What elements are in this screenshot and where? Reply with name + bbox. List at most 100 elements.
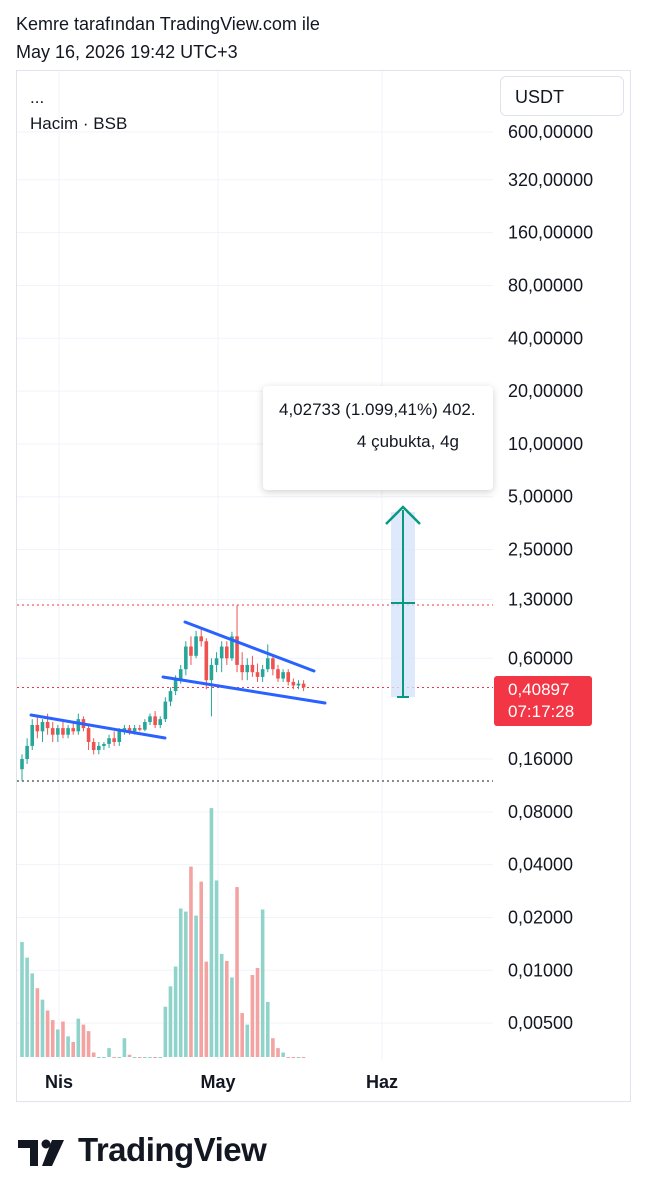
candle-body	[158, 719, 163, 725]
candle-body	[91, 741, 96, 751]
tradingview-logo-icon[interactable]	[18, 1132, 70, 1172]
y-tick-label: 0,60000	[508, 648, 573, 668]
y-tick-label: 40,00000	[508, 328, 583, 348]
y-tick-label: 10,00000	[508, 434, 583, 454]
candle-body	[86, 728, 91, 742]
trendline[interactable]	[161, 675, 327, 705]
measure-bars: 4 çubukta, 4g	[356, 432, 459, 451]
candle-body	[301, 683, 306, 688]
candle-body	[219, 646, 224, 659]
y-tick-label: 2,50000	[508, 540, 573, 560]
trendline[interactable]	[183, 620, 316, 673]
candle-body	[199, 636, 203, 642]
measure-tooltip: 4,02733 (1.099,41%) 402. 4 çubukta, 4g	[263, 386, 493, 490]
y-tick-label: 20,00000	[508, 381, 583, 401]
candle-body	[117, 731, 122, 742]
y-tick-label: 80,00000	[508, 275, 583, 295]
candle-body	[235, 636, 239, 665]
candle-body	[137, 728, 142, 730]
candle-body	[107, 738, 111, 744]
volume-bar	[153, 1057, 157, 1058]
volume-bar	[168, 986, 173, 1057]
candle-body	[25, 745, 29, 759]
volume-bar	[158, 1057, 163, 1058]
candle-body	[148, 716, 152, 723]
candle-body	[281, 672, 285, 679]
candle-body	[132, 728, 137, 732]
candle-body	[204, 641, 209, 681]
last-price-value: 0,40897	[508, 680, 570, 699]
volume-bar	[219, 953, 224, 1057]
y-tick-label: 0,00500	[508, 1013, 573, 1033]
candle-body	[250, 664, 255, 673]
y-tick-label: 0,04000	[508, 855, 573, 875]
x-tick-label: Nis	[45, 1072, 73, 1092]
volume-bar	[235, 887, 239, 1057]
measure-arrow-head	[385, 505, 421, 525]
drawings[interactable]	[29, 505, 421, 740]
currency-button[interactable]: USDT	[500, 76, 624, 116]
axes: 600,00000 320,00000 160,00000 80,00000 40,00…	[45, 122, 593, 1092]
volume-bar	[102, 1057, 106, 1058]
volume-bar	[296, 1057, 301, 1058]
volume-bar	[112, 1057, 116, 1058]
volume-bar	[265, 1001, 270, 1057]
volume-bar	[260, 909, 265, 1057]
candle-body	[265, 658, 270, 670]
volume-bar	[271, 1038, 275, 1057]
snapshot-timestamp: May 16, 2026 19:42 UTC+3	[16, 42, 238, 62]
volume-bar	[209, 808, 214, 1057]
y-tick-label: 5,00000	[508, 487, 573, 507]
candle-body	[143, 722, 147, 730]
candle-body	[61, 728, 65, 735]
candle-body	[173, 678, 178, 692]
y-tick-label: 0,02000	[508, 907, 573, 927]
candle-body	[102, 743, 106, 746]
candle-body	[45, 722, 50, 729]
volume-bar	[71, 1042, 75, 1057]
legend-menu-icon[interactable]: ...	[30, 88, 45, 107]
volume-bar	[240, 1013, 244, 1057]
volume-bar	[230, 977, 234, 1057]
volume-bar	[250, 974, 255, 1057]
candle-body	[240, 664, 244, 673]
volume-bar	[61, 1021, 65, 1057]
volume-bar	[91, 1052, 96, 1057]
volume-bar	[76, 1018, 81, 1057]
volume-bar	[189, 866, 193, 1057]
candle-body	[184, 646, 188, 670]
candle-body	[50, 728, 55, 735]
volume-bar	[81, 1024, 86, 1057]
candle-body	[66, 728, 70, 735]
volume-bar	[173, 966, 178, 1057]
trendline[interactable]	[29, 713, 167, 740]
author-line: Kemre tarafından TradingView.com ile	[16, 14, 320, 34]
candle-body	[76, 719, 81, 732]
y-tick-label: 0,01000	[508, 960, 573, 980]
volume-bar	[30, 973, 35, 1057]
candle-body	[40, 722, 45, 732]
candle-body	[71, 728, 75, 732]
candle-body	[153, 716, 157, 725]
x-tick-label: Haz	[366, 1072, 398, 1092]
volume-bar	[194, 915, 198, 1057]
y-tick-label: 0,16000	[508, 749, 573, 769]
candle-body	[56, 728, 60, 735]
volume-bars	[20, 808, 306, 1058]
candle-body	[189, 646, 193, 656]
volume-bar	[184, 911, 188, 1057]
candle-body	[30, 724, 35, 746]
last-price-badge: 0,40897 07:17:28	[494, 676, 592, 726]
chart-frame	[16, 70, 631, 1102]
volume-bar	[286, 1057, 291, 1058]
candle-body	[260, 669, 265, 677]
volume-bar	[163, 1006, 168, 1057]
y-tick-label: 0,08000	[508, 802, 573, 822]
volume-bar	[199, 881, 203, 1057]
candle-body	[245, 664, 250, 673]
grid	[17, 71, 493, 1060]
bar-countdown: 07:17:28	[508, 702, 575, 721]
candle-body	[112, 738, 116, 742]
x-tick-label: May	[200, 1072, 235, 1092]
